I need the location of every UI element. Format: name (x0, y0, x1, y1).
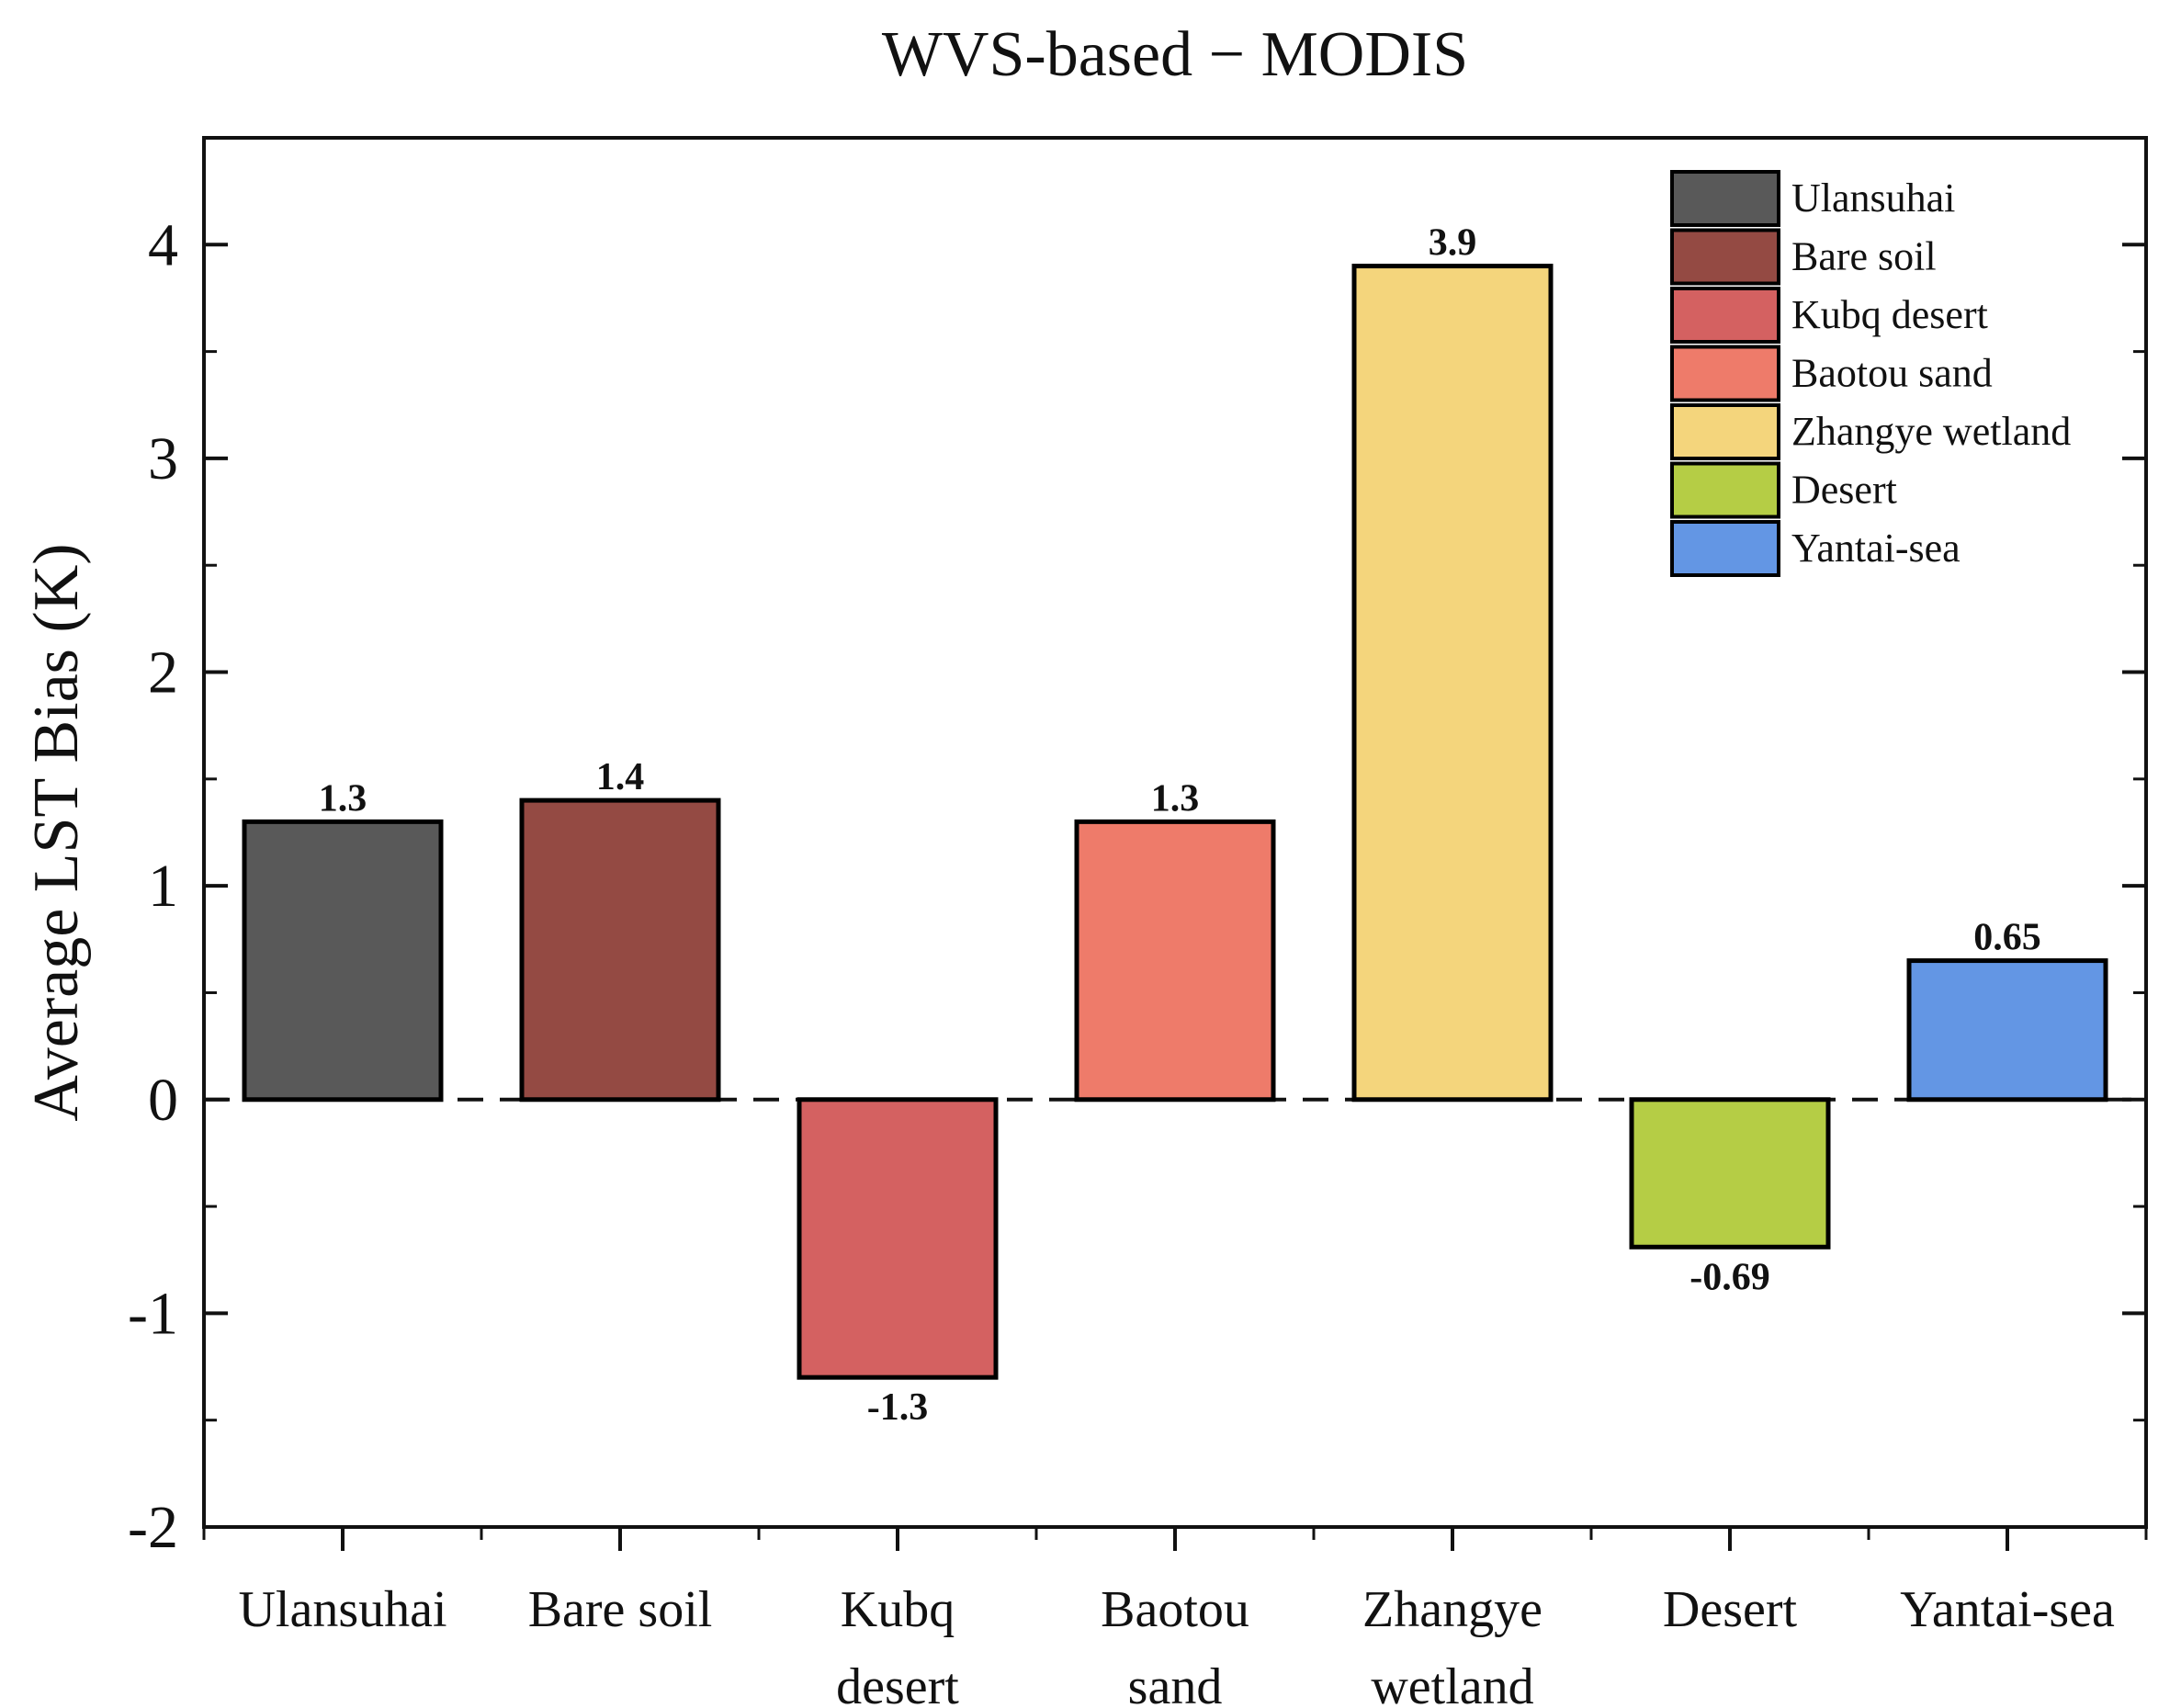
bar (242, 819, 444, 1103)
data-label: 0.65 (1973, 917, 2041, 959)
y-tick-label: -2 (128, 1494, 178, 1561)
x-tick-label: Baotou (1101, 1581, 1249, 1638)
legend-swatch (1670, 461, 1780, 519)
legend-swatch (1670, 403, 1780, 460)
legend-label: Kubq desert (1791, 292, 1988, 337)
bar (519, 797, 721, 1103)
data-label: -1.3 (867, 1386, 929, 1429)
x-tick-label: desert (836, 1658, 959, 1708)
legend-swatch (1670, 287, 1780, 344)
legend: Ulansuhai Bare soil Kubq desert Baotou sand… (1670, 170, 2071, 577)
y-tick-label: -1 (128, 1280, 178, 1347)
x-tick-label: Desert (1663, 1581, 1798, 1638)
chart-title: WVS-based − MODIS (882, 19, 1468, 90)
data-label: 1.4 (596, 756, 645, 798)
y-tick-label: 0 (148, 1067, 178, 1134)
y-tick-label: 1 (148, 853, 178, 920)
legend-swatch (1670, 345, 1780, 402)
x-tick-label: Kubq (841, 1581, 955, 1638)
legend-label: Bare soil (1791, 234, 1937, 279)
legend-swatch (1670, 520, 1780, 577)
bar (1074, 819, 1276, 1103)
data-label: -0.69 (1689, 1256, 1770, 1298)
legend-label: Ulansuhai (1791, 175, 1955, 221)
bar (1351, 264, 1554, 1103)
plot-area: 1.3 1.4 -1.3 1.3 3.9 -0.69 0.65 -2 -1 0 1 2 3 4 Ulansu… (128, 136, 2148, 1708)
legend-label: Desert (1791, 468, 1897, 513)
bar (1629, 1097, 1831, 1250)
x-tick-label: Zhangye (1362, 1581, 1543, 1638)
legend-label: Zhangye wetland (1791, 409, 2071, 454)
x-tick-label: Ulansuhai (238, 1581, 446, 1638)
legend-swatch (1670, 228, 1780, 286)
legend-swatch (1670, 170, 1780, 227)
y-tick-label: 2 (148, 639, 178, 707)
legend-label: Baotou sand (1791, 351, 1993, 396)
bar (1906, 958, 2108, 1103)
y-tick-label: 3 (148, 425, 178, 492)
data-label: 3.9 (1429, 222, 1477, 265)
x-tick-label: sand (1128, 1658, 1223, 1708)
legend-label: Yantai-sea (1791, 526, 1961, 571)
y-tick-label: 4 (148, 211, 178, 278)
y-axis-label: Average LST Bias (K) (21, 543, 92, 1121)
bar (797, 1097, 999, 1380)
data-label: 1.3 (1151, 777, 1200, 820)
data-label: 1.3 (319, 777, 367, 820)
x-tick-label: Bare soil (528, 1581, 713, 1638)
x-tick-label: wetland (1371, 1658, 1533, 1708)
x-tick-label: Yantai-sea (1900, 1581, 2115, 1638)
